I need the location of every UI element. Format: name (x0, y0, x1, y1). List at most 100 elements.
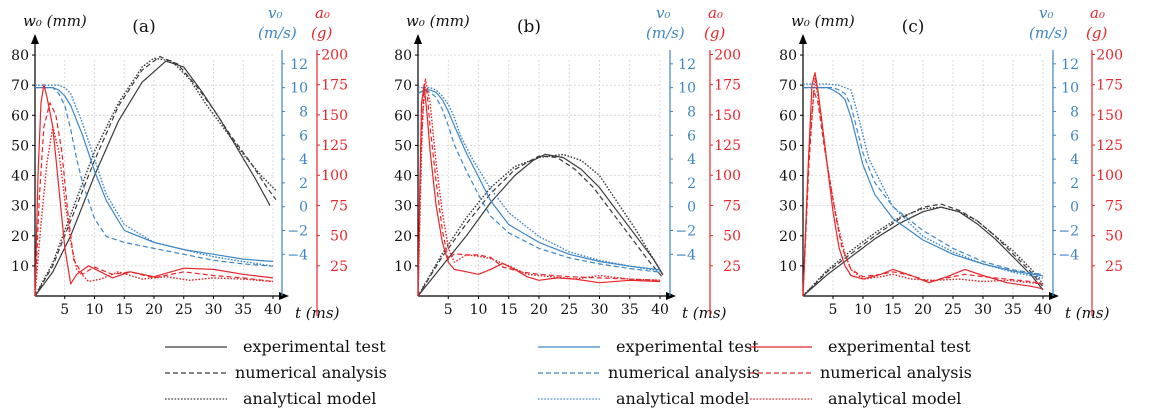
w-axis-tick-label: 50 (779, 138, 797, 154)
v-axis-label: v₀ (656, 4, 671, 22)
a-axis-tick-label: 175 (321, 78, 348, 94)
legend-group-a0: experimental test numerical analysis analy… (750, 337, 972, 408)
panel-title: (b) (517, 17, 541, 37)
v-axis-tick-label: 8 (687, 104, 696, 120)
a-axis-tick-label: 75 (723, 198, 741, 214)
legend-label: experimental test (243, 337, 386, 356)
v-axis-tick-label: −2 (1058, 224, 1079, 240)
x-axis-tick-label: 40 (1034, 302, 1052, 318)
w-axis-tick-label: 20 (394, 229, 412, 245)
v-axis-tick-label: 10 (290, 81, 308, 97)
w-axis-tick-label: 30 (394, 199, 412, 215)
x-axis-tick-label: 15 (500, 302, 518, 318)
v-axis-tick-label: 0 (687, 200, 696, 216)
x-axis-tick-label: 15 (884, 302, 902, 318)
v-axis-tick-label: 0 (299, 200, 308, 216)
legend-label: analytical model (243, 389, 376, 408)
x-axis-tick-label: 20 (530, 302, 548, 318)
panel-title: (a) (132, 17, 155, 37)
w-axis-tick-label: 50 (11, 138, 29, 154)
series-w0-dashed (34, 55, 277, 297)
series-w0-dotted (802, 206, 1044, 297)
v-axis-unit: (m/s) (258, 24, 297, 42)
a-axis-label: a₀ (708, 4, 723, 22)
x-axis-tick-label: 25 (175, 302, 193, 318)
w-axis-tick-label: 10 (11, 259, 29, 275)
w-axis-tick-label: 60 (11, 108, 29, 124)
w-axis-tick-label: 20 (11, 229, 29, 245)
a-axis-tick-label: 200 (321, 47, 348, 63)
x-axis-arrow (666, 292, 676, 300)
a-axis-tick-label: 200 (1096, 47, 1123, 63)
a-axis-tick-label: 50 (1105, 229, 1123, 245)
legend-label: experimental test (828, 337, 971, 356)
v-axis-tick-label: −4 (287, 247, 308, 263)
a-axis-unit: (g) (704, 24, 725, 42)
x-axis-tick-label: 30 (974, 302, 992, 318)
x-axis-tick-label: 10 (86, 302, 104, 318)
w-axis-arrow (799, 34, 807, 44)
a-axis-tick-label: 200 (714, 47, 741, 63)
v-axis-tick-label: 4 (687, 152, 696, 168)
v-axis-unit: (m/s) (1029, 24, 1068, 42)
w-axis-tick-label: 80 (779, 48, 797, 64)
x-axis-arrow (279, 292, 289, 300)
v-axis-tick-label: 4 (1070, 152, 1079, 168)
series-w0-solid (802, 206, 1044, 297)
v-axis-tick-label: −4 (675, 247, 696, 263)
w-axis-tick-label: 70 (779, 78, 797, 94)
series-a0-dashed (34, 102, 274, 297)
v-axis-tick-label: 8 (1070, 104, 1079, 120)
x-axis-tick-label: 5 (829, 302, 838, 318)
legend-label: numerical analysis (235, 363, 387, 382)
v-axis-tick-label: 8 (299, 104, 308, 120)
x-axis-label: t (ms) (1065, 304, 1110, 322)
v-axis-tick-label: 10 (1061, 81, 1079, 97)
w-axis-label: w₀ (mm) (791, 12, 855, 30)
series-w0-dashed (802, 203, 1044, 297)
legend-group-v0: experimental test numerical analysis analy… (538, 337, 760, 408)
w-axis-tick-label: 10 (779, 259, 797, 275)
series-a0-solid (802, 71, 1044, 297)
w-axis-tick-label: 40 (11, 169, 29, 185)
legend-label: analytical model (828, 389, 961, 408)
w-axis-label: w₀ (mm) (23, 12, 87, 30)
v-axis-tick-label: 12 (290, 57, 308, 73)
w-axis-tick-label: 80 (11, 48, 29, 64)
a-axis-tick-label: 125 (1096, 138, 1123, 154)
a-axis-label: a₀ (315, 4, 330, 22)
legend-group-w0: experimental test numerical analysis analy… (165, 337, 387, 408)
x-axis-tick-label: 35 (621, 302, 639, 318)
w-axis-tick-label: 50 (394, 138, 412, 154)
series-a0-dashed (802, 90, 1044, 297)
a-axis-tick-label: 175 (714, 78, 741, 94)
x-axis-tick-label: 30 (591, 302, 609, 318)
a-axis-tick-label: 125 (321, 138, 348, 154)
a-axis-tick-label: 75 (330, 198, 348, 214)
v-axis-tick-label: 0 (1070, 200, 1079, 216)
legend-label: experimental test (616, 337, 759, 356)
v-axis-tick-label: −2 (675, 224, 696, 240)
v-axis-tick-label: 10 (678, 81, 696, 97)
v-axis-tick-label: 2 (1070, 176, 1079, 192)
series-w0-dashed (417, 155, 664, 297)
v-axis-unit: (m/s) (646, 24, 685, 42)
a-axis-tick-label: 25 (330, 259, 348, 275)
v-axis-tick-label: 6 (1070, 128, 1079, 144)
x-axis-tick-label: 35 (1004, 302, 1022, 318)
series-w0-dotted (417, 153, 664, 297)
a-axis-tick-label: 25 (1105, 259, 1123, 275)
x-axis-tick-label: 20 (145, 302, 163, 318)
w-axis-tick-label: 20 (779, 229, 797, 245)
x-axis-tick-label: 15 (115, 302, 133, 318)
x-axis-label: t (ms) (682, 304, 727, 322)
x-axis-tick-label: 25 (944, 302, 962, 318)
v-axis-tick-label: −2 (287, 224, 308, 240)
v-axis-tick-label: 2 (687, 176, 696, 192)
series-a0-dotted (34, 126, 274, 297)
series-a0-dotted (417, 77, 661, 297)
